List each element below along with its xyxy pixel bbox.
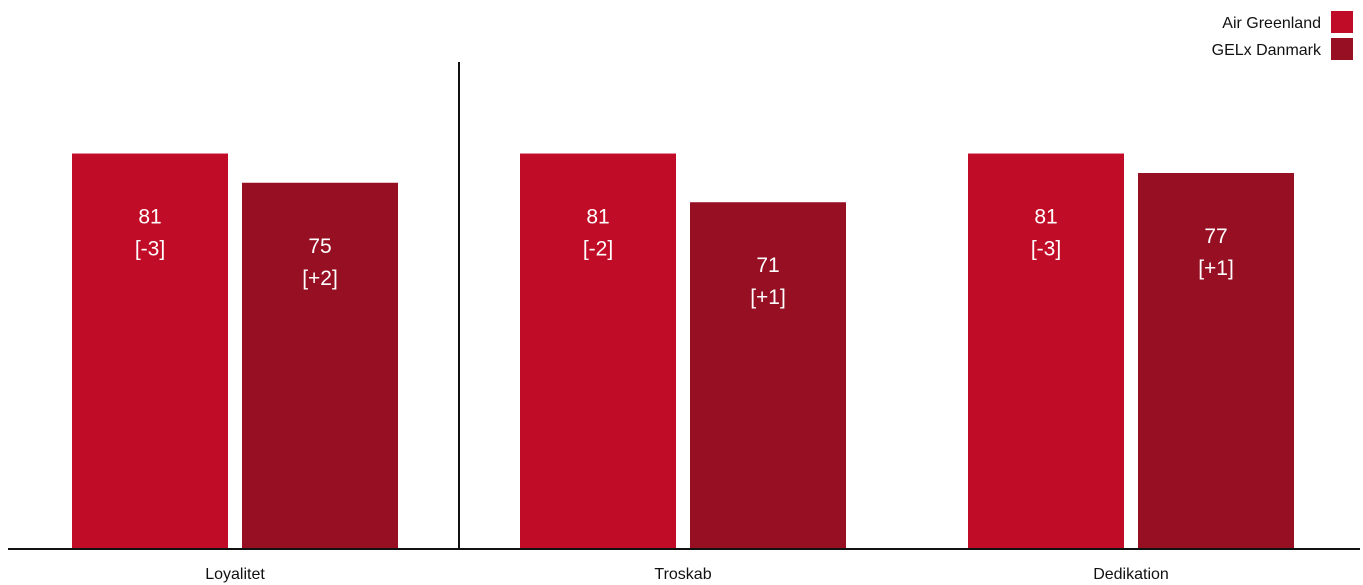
bar-dedikation-series-1	[968, 153, 1124, 548]
bar-troskab-series-1	[520, 153, 676, 548]
bar-change-label: [+1]	[1198, 257, 1234, 280]
bar-change-label: [-3]	[135, 238, 165, 261]
bar-change-label: [+1]	[750, 286, 786, 309]
bar-value-label: 77	[1204, 225, 1227, 248]
bar-dedikation-series-2	[1138, 173, 1294, 548]
legend-label-series-2: GELx Danmark	[1212, 42, 1322, 59]
bar-value-label: 71	[756, 254, 779, 277]
legend-label-series-1: Air Greenland	[1222, 15, 1321, 32]
bar-troskab-series-2	[690, 202, 846, 549]
category-label-troskab: Troskab	[654, 566, 711, 583]
bar-change-label: [-2]	[583, 238, 613, 261]
bar-value-label: 81	[138, 206, 161, 229]
category-label-loyalitet: Loyalitet	[205, 566, 265, 583]
legend-swatch-series-2	[1331, 38, 1353, 60]
bar-loyalitet-series-1	[72, 153, 228, 548]
bar-change-label: [+2]	[302, 267, 338, 290]
bar-change-label: [-3]	[1031, 238, 1061, 261]
legend-swatch-series-1	[1331, 11, 1353, 33]
bar-value-label: 81	[1034, 206, 1057, 229]
bar-value-label: 75	[308, 235, 331, 258]
bar-value-label: 81	[586, 206, 609, 229]
category-label-dedikation: Dedikation	[1093, 566, 1169, 583]
bar-loyalitet-series-2	[242, 182, 398, 548]
